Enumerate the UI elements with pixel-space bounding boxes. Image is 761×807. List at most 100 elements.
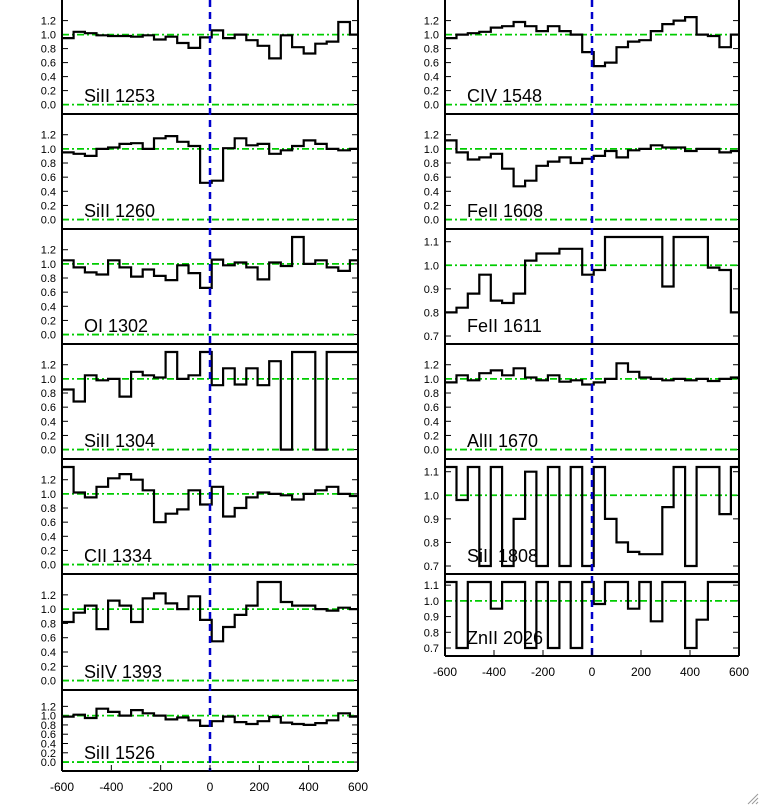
spectrum-civ-1548: [445, 16, 739, 68]
y-tick-label: 0.0: [41, 757, 56, 769]
x-tick-label: 400: [299, 780, 319, 794]
y-tick-label: 0.8: [424, 44, 439, 56]
spectrum-siii-1808: [445, 465, 739, 568]
y-tick-label: 0.8: [424, 537, 439, 549]
y-tick-label: 1.0: [41, 374, 56, 386]
y-tick-label: 0.0: [41, 676, 56, 688]
panel-znii-2026: 0.7 0.8 0.9 1.0 1.1 ZnII 2026: [424, 574, 740, 657]
x-tick-label: 600: [729, 665, 749, 679]
spectrum-cii-1334: [62, 465, 358, 524]
y-tick-label: 0.2: [424, 430, 439, 442]
y-tick-label: 1.1: [424, 237, 439, 249]
y-tick-label: 1.0: [41, 489, 56, 501]
y-tick-label: 1.2: [424, 16, 439, 28]
x-tick-label: -600: [50, 780, 74, 794]
panel-label: SiII 1526: [84, 743, 155, 763]
panel-cii-1334: 0.0 0.2 0.4 0.6 0.8 1.0 1.2 CII 1334: [41, 459, 359, 575]
spectrum-feii-1608: [445, 139, 739, 188]
spectrum-alii-1670: [445, 362, 739, 386]
panel-siii-1260: 0.0 0.2 0.4 0.6 0.8 1.0 1.2 SiII 1260: [41, 114, 359, 230]
y-tick-label: 0.8: [424, 307, 439, 319]
panel-label: FeII 1611: [467, 316, 542, 336]
y-tick-label: 0.8: [41, 273, 56, 285]
panel-label: SiII 1260: [84, 201, 155, 221]
y-tick-label: 0.2: [41, 200, 56, 212]
panel-label: AlII 1670: [467, 431, 538, 451]
y-tick-label: 0.4: [41, 186, 56, 198]
y-tick-label: 0.0: [41, 100, 56, 112]
y-tick-label: 1.0: [424, 30, 439, 42]
x-tick-label: -400: [482, 665, 506, 679]
y-tick-label: 0.2: [424, 200, 439, 212]
y-tick-label: 1.0: [424, 144, 439, 156]
panel-alii-1670: 0.0 0.2 0.4 0.6 0.8 1.0 1.2 AlII 1670: [424, 344, 740, 460]
y-tick-label: 0.0: [424, 445, 439, 457]
y-tick-label: 0.9: [424, 284, 439, 296]
y-tick-label: 0.2: [424, 86, 439, 98]
x-tick-label: 200: [631, 665, 651, 679]
y-tick-label: 0.6: [424, 58, 439, 70]
panel-siii-1304: 0.0 0.2 0.4 0.6 0.8 1.0 1.2 SiII 1304: [41, 344, 359, 460]
y-tick-label: 0.7: [424, 643, 439, 655]
panel-label: CIV 1548: [467, 86, 542, 106]
y-tick-label: 0.8: [41, 44, 56, 56]
y-tick-label: 0.6: [41, 517, 56, 529]
y-tick-label: 0.2: [41, 748, 56, 760]
y-tick-label: 0.6: [41, 58, 56, 70]
x-tick-label: 0: [207, 780, 214, 794]
y-tick-label: 0.6: [424, 402, 439, 414]
y-tick-label: 1.2: [41, 701, 56, 713]
y-tick-label: 0.2: [41, 661, 56, 673]
panel-civ-1548: 0.0 0.2 0.4 0.6 0.8 1.0 1.2 CIV 1548: [424, 0, 740, 115]
y-tick-label: 0.9: [424, 612, 439, 624]
y-tick-label: 0.8: [424, 158, 439, 170]
spectrum-siii-1526: [62, 707, 358, 727]
y-tick-label: 0.4: [41, 416, 56, 428]
y-tick-label: 1.0: [41, 259, 56, 271]
y-tick-label: 0.9: [424, 514, 439, 526]
y-tick-label: 1.2: [424, 130, 439, 142]
y-tick-label: 0.2: [41, 86, 56, 98]
x-tick-label: 0: [589, 665, 596, 679]
panel-feii-1608: 0.0 0.2 0.4 0.6 0.8 1.0 1.2 FeII 1608: [424, 114, 740, 230]
y-tick-label: 0.8: [41, 618, 56, 630]
y-tick-label: 0.4: [41, 739, 56, 751]
y-tick-label: 0.8: [424, 388, 439, 400]
panel-feii-1611: 0.7 0.8 0.9 1.0 1.1 FeII 1611: [424, 229, 740, 345]
panel-siii-1808: 0.7 0.8 0.9 1.0 1.1 SiII 1808: [424, 459, 740, 575]
panel-label: OI 1302: [84, 316, 148, 336]
y-tick-label: 0.4: [41, 531, 56, 543]
resize-grip-icon[interactable]: [747, 793, 759, 805]
x-tick-label: 400: [680, 665, 700, 679]
y-tick-label: 0.7: [424, 331, 439, 343]
spectrum-siii-1253: [62, 20, 358, 60]
y-tick-label: 1.0: [424, 374, 439, 386]
y-tick-label: 1.0: [424, 596, 439, 608]
panel-label: SiII 1304: [84, 431, 155, 451]
y-tick-label: 0.6: [41, 287, 56, 299]
y-tick-label: 1.0: [41, 604, 56, 616]
spectrum-siii-1260: [62, 135, 358, 184]
y-tick-label: 0.6: [41, 633, 56, 645]
y-tick-label: 0.8: [41, 503, 56, 515]
spectrum-feii-1611: [445, 235, 739, 314]
y-tick-label: 0.2: [41, 430, 56, 442]
y-tick-label: 0.4: [41, 72, 56, 84]
spectrum-siii-1304: [62, 350, 358, 451]
panel-siii-1253: 0.0 0.2 0.4 0.6 0.8 1.0 1.2 SiII 1253: [41, 0, 359, 115]
y-tick-label: 0.8: [41, 720, 56, 732]
spectrum-oi-1302: [62, 235, 358, 289]
y-tick-label: 0.0: [41, 445, 56, 457]
y-tick-label: 1.2: [41, 360, 56, 372]
panel-label: SiIV 1393: [84, 662, 162, 682]
x-tick-label: -400: [99, 780, 123, 794]
panel-label: ZnII 2026: [467, 628, 543, 648]
spectrum-siiv-1393: [62, 580, 358, 643]
y-tick-label: 1.2: [41, 130, 56, 142]
y-tick-label: 0.2: [41, 545, 56, 557]
panel-siii-1526: 0.00.20.40.60.81.01.2 SiII 1526: [41, 690, 359, 772]
x-tick-label: -200: [531, 665, 555, 679]
panel-siiv-1393: 0.0 0.2 0.4 0.6 0.8 1.0 1.2 SiIV 1393: [41, 574, 359, 691]
